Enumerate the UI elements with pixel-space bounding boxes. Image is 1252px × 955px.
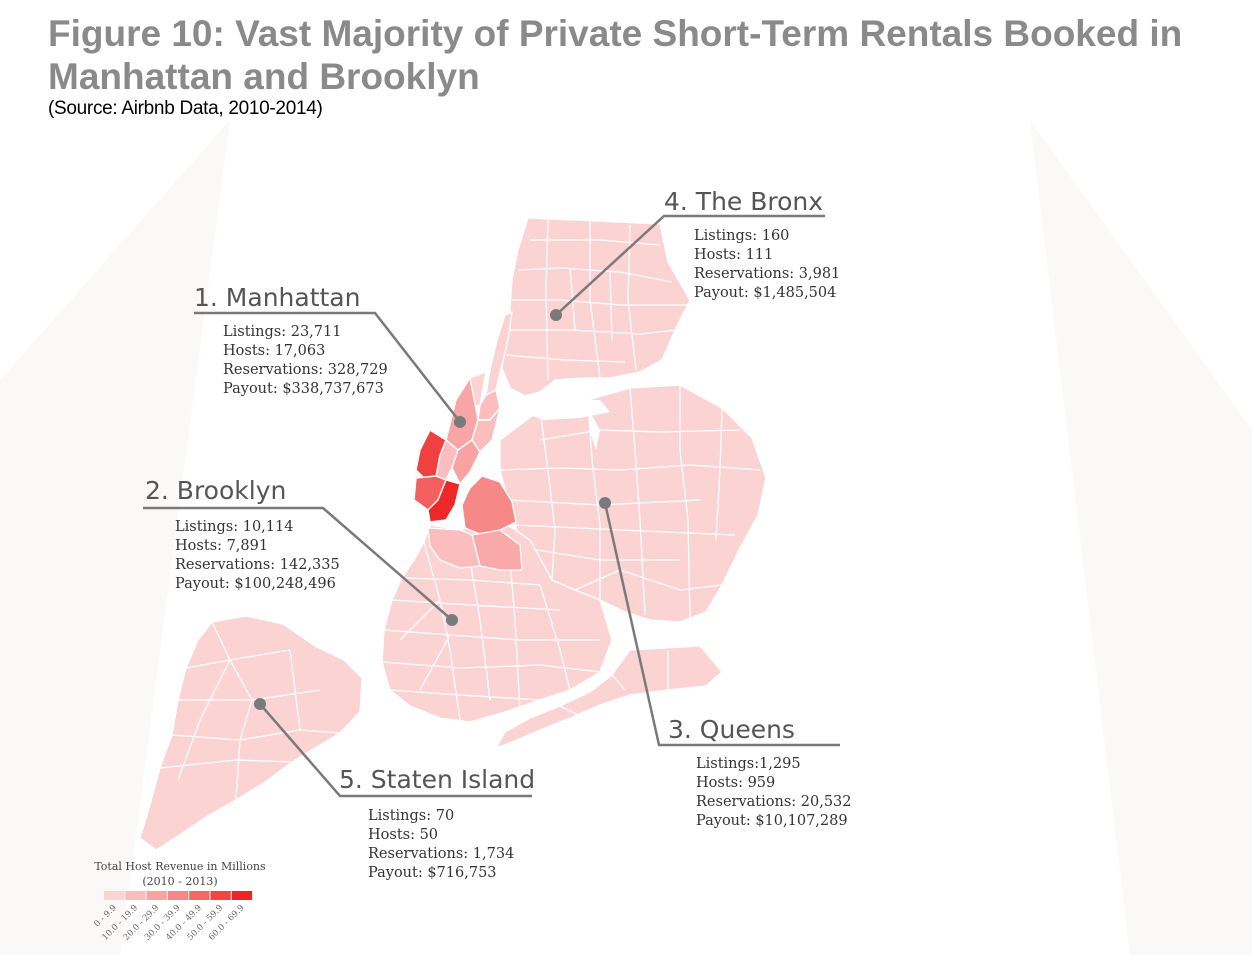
borough-hosts: Hosts: 959 bbox=[696, 775, 775, 791]
borough-reservations: Reservations: 1,734 bbox=[368, 846, 514, 862]
bronx-leader-line bbox=[555, 214, 825, 316]
legend-swatch bbox=[231, 891, 253, 900]
borough-payout: Payout: $100,248,496 bbox=[175, 576, 336, 592]
borough-listings: Listings: 10,114 bbox=[175, 519, 293, 535]
borough-hosts: Hosts: 50 bbox=[368, 827, 438, 843]
brooklyn-marker bbox=[446, 614, 458, 626]
manhattan-shape bbox=[413, 311, 513, 523]
staten-island-leader-line bbox=[259, 703, 532, 798]
borough-label-brooklyn: 2. Brooklyn Listings: 10,114 Hosts: 7,89… bbox=[145, 476, 340, 592]
borough-listings: Listings:1,295 bbox=[696, 756, 801, 772]
legend-swatch bbox=[104, 891, 125, 900]
legend-swatch bbox=[125, 891, 146, 900]
borough-title: 3. Queens bbox=[668, 715, 795, 744]
borough-payout: Payout: $338,737,673 bbox=[223, 381, 384, 397]
borough-hosts: Hosts: 7,891 bbox=[175, 538, 268, 554]
borough-reservations: Reservations: 142,335 bbox=[175, 557, 340, 573]
borough-reservations: Reservations: 328,729 bbox=[223, 362, 388, 378]
queens-leader-line bbox=[603, 502, 840, 747]
borough-reservations: Reservations: 3,981 bbox=[694, 266, 840, 282]
borough-payout: Payout: $10,107,289 bbox=[696, 813, 848, 829]
legend-subtitle: (2010 - 2013) bbox=[142, 875, 217, 888]
borough-reservations: Reservations: 20,532 bbox=[696, 794, 852, 810]
legend-swatch bbox=[210, 891, 231, 900]
borough-listings: Listings: 70 bbox=[368, 808, 454, 824]
legend-swatch bbox=[167, 891, 189, 900]
borough-title: 2. Brooklyn bbox=[145, 476, 286, 505]
manhattan-marker bbox=[454, 416, 466, 428]
borough-hosts: Hosts: 111 bbox=[694, 247, 773, 263]
borough-hosts: Hosts: 17,063 bbox=[223, 343, 325, 359]
borough-label-bronx: 4. The Bronx Listings: 160 Hosts: 111 Re… bbox=[664, 187, 840, 301]
borough-title: 5. Staten Island bbox=[339, 765, 535, 794]
legend-swatch bbox=[189, 891, 210, 900]
staten-island-shape bbox=[139, 615, 363, 851]
bronx-marker bbox=[550, 309, 562, 321]
figure-source: (Source: Airbnb Data, 2010-2014) bbox=[48, 98, 323, 119]
borough-payout: Payout: $716,753 bbox=[368, 865, 497, 881]
legend-swatch bbox=[146, 891, 167, 900]
background-wedges bbox=[0, 120, 1252, 955]
leader-lines bbox=[143, 214, 840, 798]
borough-label-queens: 3. Queens Listings:1,295 Hosts: 959 Rese… bbox=[668, 715, 852, 829]
queens-marker bbox=[599, 497, 611, 509]
borough-listings: Listings: 23,711 bbox=[223, 324, 341, 340]
brooklyn-leader-line bbox=[143, 506, 453, 621]
borough-title: 1. Manhattan bbox=[194, 283, 360, 312]
bronx-shape bbox=[501, 217, 691, 397]
figure-title: Figure 10: Vast Majority of Private Shor… bbox=[48, 13, 1183, 97]
borough-payout: Payout: $1,485,504 bbox=[694, 285, 836, 301]
manhattan-leader-line bbox=[194, 311, 461, 423]
borough-label-manhattan: 1. Manhattan Listings: 23,711 Hosts: 17,… bbox=[194, 283, 388, 397]
legend-title: Total Host Revenue in Millions bbox=[94, 860, 266, 873]
leader-markers bbox=[254, 309, 611, 710]
staten-island-marker bbox=[254, 698, 266, 710]
borough-listings: Listings: 160 bbox=[694, 228, 789, 244]
borough-title: 4. The Bronx bbox=[664, 187, 823, 216]
borough-label-staten-island: 5. Staten Island Listings: 70 Hosts: 50 … bbox=[339, 765, 535, 881]
legend-swatches bbox=[104, 891, 253, 900]
queens-shape bbox=[495, 384, 767, 749]
brooklyn-shape bbox=[381, 475, 613, 723]
